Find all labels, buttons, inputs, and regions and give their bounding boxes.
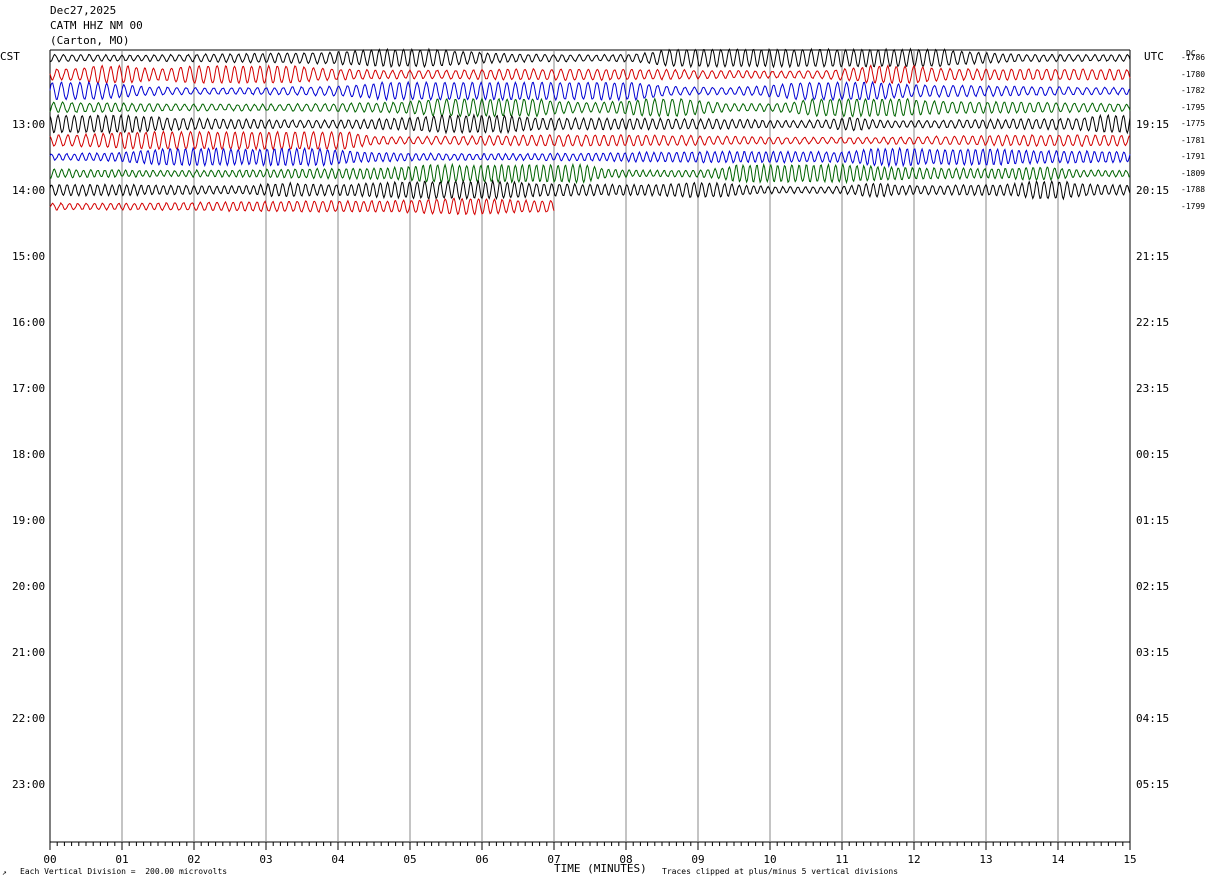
x-tick-label: 06 bbox=[475, 853, 488, 866]
trace-line bbox=[49, 179, 1131, 201]
time-axis: 00 01 02 03 04 05 06 07 08 09 10 11 12 13 14 15 bbox=[43, 842, 1137, 866]
right-hour-label: 04:15 bbox=[1136, 712, 1170, 725]
left-timezone-label: CST bbox=[0, 50, 20, 63]
dc-value-label: -1809 bbox=[1181, 168, 1206, 178]
dc-value-label: -1788 bbox=[1181, 185, 1206, 194]
trace-line bbox=[49, 162, 1131, 185]
trace-line bbox=[49, 113, 1131, 135]
x-tick-label: 15 bbox=[1123, 853, 1136, 866]
right-hour-label: 03:15 bbox=[1136, 646, 1170, 659]
minute-gridlines bbox=[49, 49, 1131, 843]
trace-line bbox=[49, 97, 1131, 118]
dc-value-label: -1781 bbox=[1181, 135, 1206, 145]
x-tick-label: 04 bbox=[331, 853, 345, 866]
x-tick-label: 02 bbox=[187, 853, 200, 866]
right-hour-label: 01:15 bbox=[1136, 514, 1170, 527]
dc-value-label: -1780 bbox=[1181, 69, 1206, 79]
trace-line bbox=[49, 64, 1131, 85]
right-hour-label: 23:15 bbox=[1136, 382, 1170, 395]
x-tick-label: 10 bbox=[763, 853, 776, 866]
clip-note: Traces clipped at plus/minus 5 vertical … bbox=[662, 867, 899, 876]
left-hour-label: 20:00 bbox=[12, 580, 46, 593]
right-hour-label: 20:15 bbox=[1136, 184, 1170, 197]
x-tick-label: 03 bbox=[259, 853, 272, 866]
right-hour-label: 21:15 bbox=[1136, 250, 1170, 263]
right-hour-label: 05:15 bbox=[1136, 778, 1170, 791]
left-hour-label: 19:00 bbox=[12, 514, 46, 527]
header-location: (Carton, MO) bbox=[50, 34, 130, 47]
right-hour-label: 02:15 bbox=[1136, 580, 1170, 593]
left-hour-label: 14:00 bbox=[12, 184, 46, 197]
left-hour-label: 22:00 bbox=[12, 712, 46, 725]
x-tick-label: 09 bbox=[691, 853, 704, 866]
x-axis-label: TIME (MINUTES) bbox=[554, 862, 647, 875]
seismic-traces bbox=[49, 47, 1131, 216]
right-hour-label: 19:15 bbox=[1136, 118, 1170, 131]
header-station: CATM HHZ NM 00 bbox=[50, 19, 143, 32]
x-tick-label: 05 bbox=[403, 853, 416, 866]
x-tick-label: 14 bbox=[1051, 853, 1065, 866]
x-tick-label: 07 bbox=[547, 853, 560, 866]
dc-value-label: -1775 bbox=[1181, 119, 1206, 128]
left-hour-label: 16:00 bbox=[12, 316, 46, 329]
scale-note: Each Vertical Division = 200.00 microvol… bbox=[20, 867, 228, 876]
dc-value-label: -1795 bbox=[1181, 102, 1206, 112]
trace-line bbox=[49, 130, 1131, 152]
dc-value-label: -1786 bbox=[1181, 53, 1206, 62]
x-tick-label: 11 bbox=[835, 853, 848, 866]
right-hour-label: 00:15 bbox=[1136, 448, 1170, 461]
x-tick-label: 13 bbox=[979, 853, 992, 866]
trace-line bbox=[49, 197, 555, 216]
left-hour-label: 13:00 bbox=[12, 118, 46, 131]
header-date: Dec27,2025 bbox=[50, 4, 117, 17]
right-timezone-label: UTC bbox=[1144, 50, 1164, 63]
dc-label: DC bbox=[1186, 49, 1196, 58]
dc-value-label: -1799 bbox=[1181, 201, 1206, 211]
scale-icon: ↗ bbox=[2, 868, 7, 877]
left-hour-label: 18:00 bbox=[12, 448, 46, 461]
trace-line bbox=[49, 146, 1131, 169]
trace-line bbox=[49, 80, 1131, 102]
x-tick-label: 08 bbox=[619, 853, 632, 866]
trace-line bbox=[49, 47, 1131, 69]
x-tick-label: 00 bbox=[43, 853, 56, 866]
dc-value-label: -1782 bbox=[1181, 86, 1206, 95]
x-tick-label: 12 bbox=[907, 853, 920, 866]
left-hour-label: 21:00 bbox=[12, 646, 46, 659]
left-hour-label: 17:00 bbox=[12, 382, 46, 395]
left-hour-label: 23:00 bbox=[12, 778, 46, 791]
dc-value-label: -1791 bbox=[1181, 152, 1206, 161]
x-tick-label: 01 bbox=[115, 853, 128, 866]
left-hour-label: 15:00 bbox=[12, 250, 46, 263]
right-hour-label: 22:15 bbox=[1136, 316, 1170, 329]
